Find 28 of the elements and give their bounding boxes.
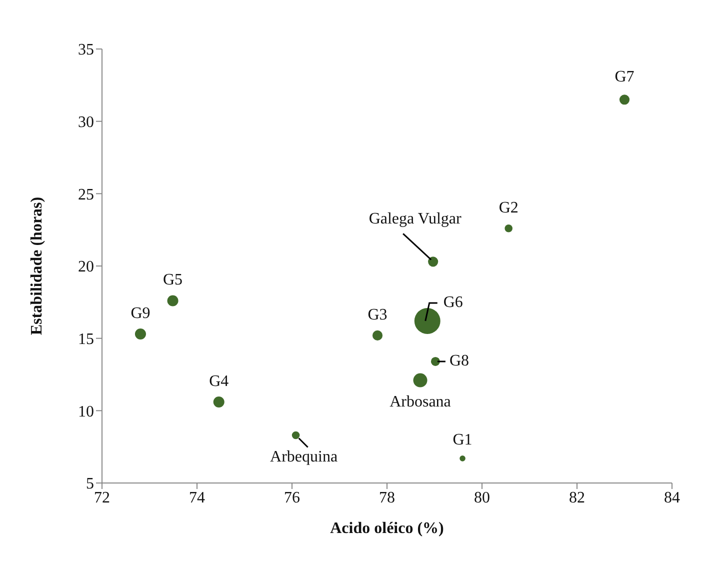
y-tick-label: 10 (78, 403, 94, 420)
annotation: G9 (130, 304, 150, 322)
y-tick-label: 5 (86, 476, 94, 493)
annotation: G5 (162, 272, 183, 289)
annotation: G7 (614, 68, 634, 86)
y-tick-label: 20 (78, 258, 94, 276)
y-tick-label: 25 (78, 186, 94, 204)
x-tick-label: 74 (189, 489, 205, 506)
x-tick-label: 80 (474, 489, 490, 506)
y-tick-label: 15 (78, 331, 94, 348)
x-tick-label: 76 (284, 489, 300, 506)
annotation: G8 (449, 352, 470, 370)
x-tick-label: 82 (569, 489, 585, 506)
annotation: G2 (498, 199, 518, 216)
annotation: G3 (368, 306, 388, 324)
annotation: Arbequina (270, 448, 338, 466)
y-axis-title: Estabilidade (horas) (28, 196, 46, 336)
annotation: G4 (209, 372, 229, 390)
y-tick-label: 35 (78, 42, 94, 59)
x-tick-label: 78 (379, 489, 395, 506)
x-tick-label: 84 (664, 489, 680, 506)
x-axis-title: Acido oléico (%) (330, 520, 444, 537)
annotation: Galega Vulgar (368, 210, 462, 228)
x-tick-label: 72 (94, 489, 110, 506)
annotation: G6 (443, 294, 463, 311)
annotation: Arbosana (390, 393, 451, 410)
y-tick-label: 30 (78, 114, 94, 132)
annotation: G1 (452, 431, 472, 448)
